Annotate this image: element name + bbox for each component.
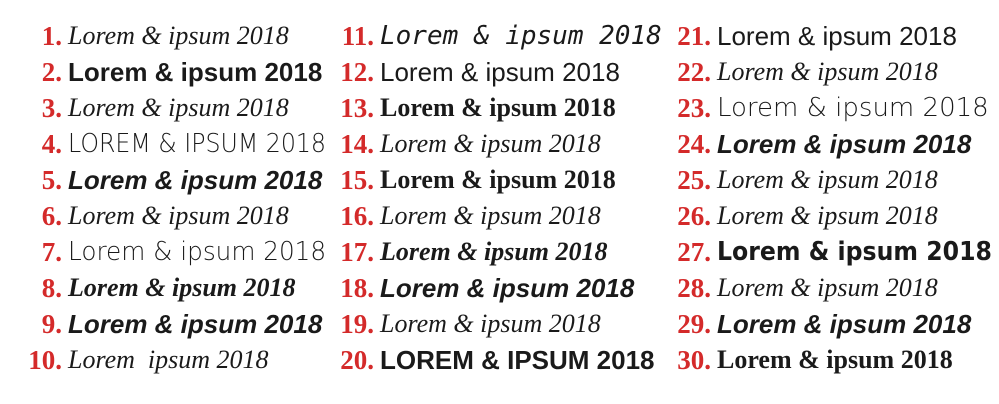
font-sample-row: 27. Lorem & ipsum 2018 (650, 234, 999, 270)
font-sample-row: 16. Lorem & ipsum 2018 (312, 198, 662, 234)
sample-number: 21. (677, 20, 711, 51)
sample-number: 5. (41, 164, 62, 195)
sample-number: 18. (340, 272, 374, 303)
sample-number: 1. (41, 20, 62, 51)
font-sample-row: 25. Lorem & ipsum 2018 (650, 162, 999, 198)
sample-number: 29. (677, 308, 711, 339)
sample-number: 20. (340, 344, 374, 375)
sample-text: Lorem & ipsum 2018 (717, 308, 972, 339)
font-sample-row: 21. Lorem & ipsum 2018 (650, 18, 999, 54)
sample-number: 27. (677, 236, 711, 267)
font-sample-row: 7. Lorem & ipsum 2018 (0, 234, 352, 270)
sample-text: Lorem & ipsum 2018 (380, 237, 608, 266)
font-sample-row: 30. Lorem & ipsum 2018 (650, 342, 999, 378)
font-sample-row: 5. Lorem & ipsum 2018 (0, 162, 352, 198)
sample-text: Lorem & ipsum 2018 (68, 273, 296, 302)
font-sample-row: 12. Lorem & ipsum 2018 (312, 54, 662, 90)
font-sample-row: 23. Lorem & ipsum 2018 (650, 90, 999, 126)
sample-text: Lorem ipsum 2018 (68, 345, 269, 374)
sample-text: Lorem & ipsum 2018 (380, 21, 662, 51)
font-column-2: 11. Lorem & ipsum 2018 12. Lorem & ipsum 20… (312, 18, 662, 378)
sample-text: Lorem & ipsum 2018 (717, 20, 957, 51)
font-sample-row: 8. Lorem & ipsum 2018 (0, 270, 352, 306)
sample-number: 19. (340, 308, 374, 339)
font-sample-row: 18. Lorem & ipsum 2018 (312, 270, 662, 306)
sample-text: Lorem & ipsum 2018 (380, 309, 601, 338)
font-sample-row: 10. Lorem ipsum 2018 (0, 342, 352, 378)
sample-text: Lorem & ipsum 2018 (68, 21, 289, 50)
sample-text: LOREM & IPSUM 2018 (68, 129, 326, 159)
font-sample-row: 14. Lorem & ipsum 2018 (312, 126, 662, 162)
sample-text: Lorem & ipsum 2018 (380, 56, 620, 87)
font-sample-row: 17. Lorem & ipsum 2018 (312, 234, 662, 270)
sample-number: 30. (677, 344, 711, 375)
sample-number: 28. (677, 272, 711, 303)
sample-number: 8. (41, 272, 62, 303)
font-column-1: 1. Lorem & ipsum 2018 2. Lorem & ipsum 2018… (0, 18, 352, 378)
sample-text: Lorem & ipsum 2018 (717, 273, 938, 302)
sample-text: Lorem & ipsum 2018 (68, 308, 323, 339)
sample-text: Lorem & ipsum 2018 (68, 56, 323, 87)
sample-number: 4. (41, 128, 62, 159)
font-sample-row: 24. Lorem & ipsum 2018 (650, 126, 999, 162)
sample-number: 9. (41, 308, 62, 339)
sample-number: 17. (340, 236, 374, 267)
sample-number: 10. (28, 344, 62, 375)
sample-number: 11. (341, 20, 374, 51)
sample-text: Lorem & ipsum 2018 (717, 237, 992, 267)
sample-text: LOREM & IPSUM 2018 (380, 344, 655, 375)
font-sample-row: 4. LOREM & IPSUM 2018 (0, 126, 352, 162)
sample-text: Lorem & ipsum 2018 (68, 93, 289, 122)
sample-number: 15. (340, 164, 374, 195)
font-sample-row: 26. Lorem & ipsum 2018 (650, 198, 999, 234)
font-sample-row: 29. Lorem & ipsum 2018 (650, 306, 999, 342)
sample-text: Lorem & ipsum 2018 (380, 129, 601, 158)
sample-text: Lorem & ipsum 2018 (380, 93, 616, 122)
sample-text: Lorem & ipsum 2018 (717, 165, 938, 194)
font-sample-row: 13. Lorem & ipsum 2018 (312, 90, 662, 126)
sample-text: Lorem & ipsum 2018 (717, 128, 972, 159)
font-sample-row: 6. Lorem & ipsum 2018 (0, 198, 352, 234)
sample-text: Lorem & ipsum 2018 (717, 345, 953, 374)
font-sample-row: 11. Lorem & ipsum 2018 (312, 18, 662, 54)
font-sample-row: 1. Lorem & ipsum 2018 (0, 18, 352, 54)
font-sample-row: 9. Lorem & ipsum 2018 (0, 306, 352, 342)
sample-number: 2. (41, 56, 62, 87)
sample-text: Lorem & ipsum 2018 (717, 93, 989, 123)
sample-number: 14. (340, 128, 374, 159)
sample-text: Lorem & ipsum 2018 (380, 272, 635, 303)
sample-text: Lorem & ipsum 2018 (717, 57, 938, 86)
sample-text: Lorem & ipsum 2018 (717, 201, 938, 230)
font-sample-row: 3. Lorem & ipsum 2018 (0, 90, 352, 126)
sample-text: Lorem & ipsum 2018 (380, 201, 601, 230)
sample-text: Lorem & ipsum 2018 (68, 164, 323, 195)
sample-number: 22. (677, 56, 711, 87)
font-sample-row: 22. Lorem & ipsum 2018 (650, 54, 999, 90)
font-sample-row: 15. Lorem & ipsum 2018 (312, 162, 662, 198)
sample-number: 16. (340, 200, 374, 231)
sample-number: 13. (340, 92, 374, 123)
sample-number: 23. (677, 92, 711, 123)
font-sample-row: 28. Lorem & ipsum 2018 (650, 270, 999, 306)
sample-number: 3. (41, 92, 62, 123)
sample-number: 25. (677, 164, 711, 195)
font-sample-row: 19. Lorem & ipsum 2018 (312, 306, 662, 342)
sample-number: 26. (677, 200, 711, 231)
sample-number: 12. (340, 56, 374, 87)
font-sample-row: 20. LOREM & IPSUM 2018 (312, 342, 662, 378)
font-column-3: 21. Lorem & ipsum 2018 22. Lorem & ipsum 20… (650, 18, 999, 378)
sample-number: 6. (41, 200, 62, 231)
sample-number: 24. (677, 128, 711, 159)
sample-text: Lorem & ipsum 2018 (380, 165, 616, 194)
font-sample-row: 2. Lorem & ipsum 2018 (0, 54, 352, 90)
sample-text: Lorem & ipsum 2018 (68, 201, 289, 230)
sample-text: Lorem & ipsum 2018 (68, 237, 327, 267)
sample-number: 7. (41, 236, 62, 267)
